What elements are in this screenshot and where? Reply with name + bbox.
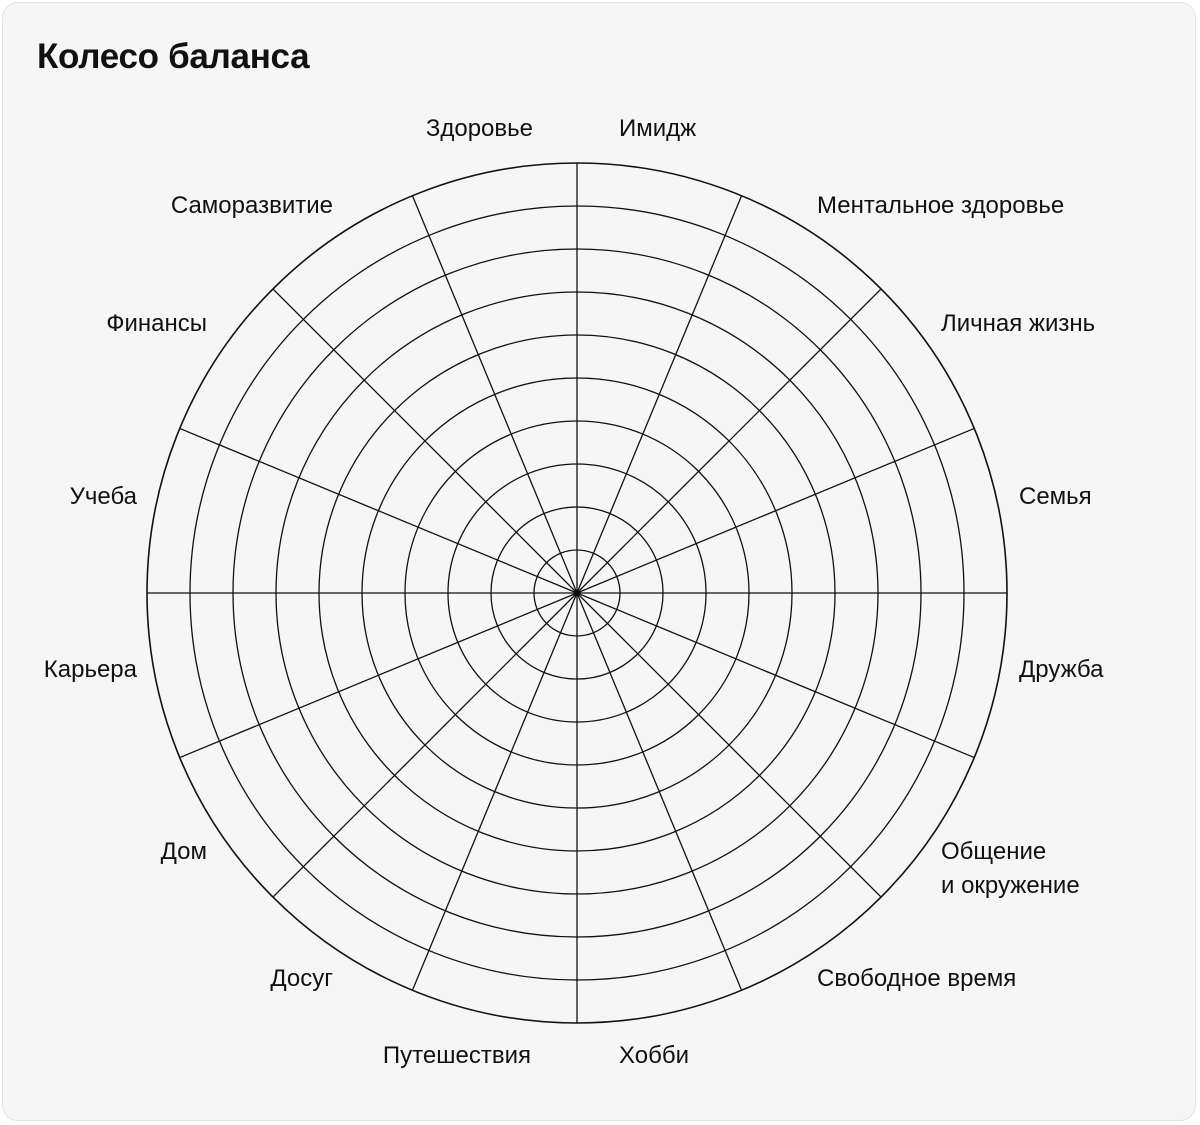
segment-label: Семья bbox=[1019, 483, 1092, 510]
wheel-spoke bbox=[576, 427, 975, 594]
wheel-spoke bbox=[411, 592, 578, 991]
wheel-spoke bbox=[576, 592, 882, 898]
page-title: Колесо баланса bbox=[37, 37, 310, 76]
segment-label: Финансы bbox=[106, 310, 207, 337]
wheel-spoke bbox=[179, 592, 578, 759]
segment-label: Общение и окружение bbox=[941, 838, 1080, 899]
segment-label: Путешествия bbox=[382, 1042, 531, 1069]
wheel-spoke bbox=[272, 288, 578, 594]
wheel-spoke bbox=[576, 592, 743, 991]
wheel-spoke bbox=[576, 592, 975, 759]
wheel-spoke bbox=[272, 592, 578, 898]
segment-label: Здоровье bbox=[425, 115, 533, 142]
segment-label: Дружба bbox=[1019, 656, 1104, 683]
wheel-spoke bbox=[576, 195, 743, 594]
segment-label: Саморазвитие bbox=[170, 192, 333, 219]
segment-label: Карьера bbox=[43, 656, 137, 683]
segment-label: Досуг bbox=[270, 965, 333, 992]
segment-label: Личная жизнь bbox=[941, 310, 1096, 337]
wheel-spokes bbox=[147, 163, 1007, 1023]
wheel-spoke bbox=[411, 195, 578, 594]
wheel-spoke bbox=[179, 427, 578, 594]
segment-label: Учеба bbox=[69, 483, 137, 510]
segment-label: Свободное время bbox=[817, 965, 1017, 992]
segment-label: Дом bbox=[160, 838, 207, 865]
segment-label: Ментальное здоровье bbox=[817, 192, 1065, 219]
segment-label: Имидж bbox=[619, 115, 697, 142]
wheel-spoke bbox=[576, 288, 882, 594]
segment-label: Хобби bbox=[619, 1042, 689, 1069]
